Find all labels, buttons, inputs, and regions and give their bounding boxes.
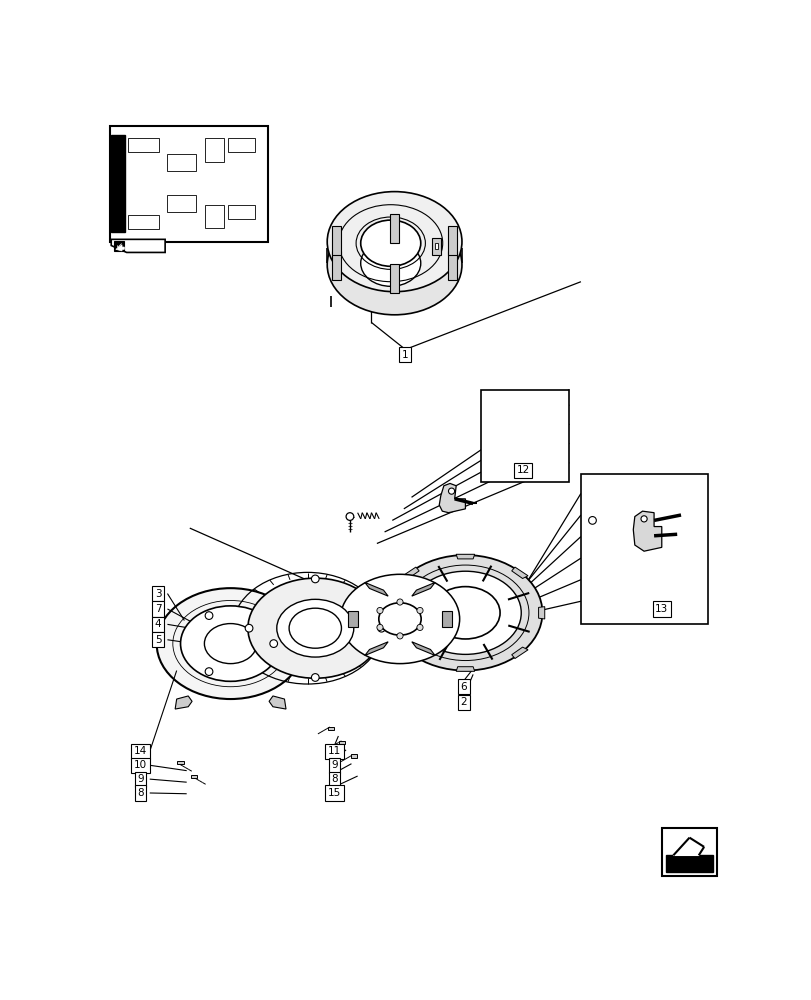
Polygon shape	[111, 135, 125, 232]
Circle shape	[245, 624, 252, 632]
Polygon shape	[448, 226, 457, 255]
Bar	[109, 126, 267, 242]
Polygon shape	[191, 774, 197, 778]
Text: 11: 11	[328, 746, 341, 756]
Polygon shape	[672, 838, 703, 855]
Bar	[205, 205, 224, 228]
Polygon shape	[339, 741, 345, 744]
Text: 1: 1	[401, 350, 408, 360]
Ellipse shape	[409, 571, 521, 654]
Circle shape	[376, 624, 383, 631]
Ellipse shape	[289, 608, 341, 648]
Ellipse shape	[277, 599, 354, 657]
Text: 3: 3	[155, 589, 161, 599]
Text: 9: 9	[137, 774, 144, 784]
Circle shape	[311, 674, 319, 681]
Bar	[166, 154, 195, 171]
Ellipse shape	[360, 220, 420, 266]
Polygon shape	[389, 264, 399, 293]
Polygon shape	[402, 567, 418, 578]
Circle shape	[397, 599, 402, 605]
Circle shape	[416, 607, 423, 614]
Polygon shape	[116, 245, 124, 251]
Bar	[580, 474, 707, 624]
Bar	[431, 238, 440, 255]
Polygon shape	[332, 251, 341, 280]
Bar	[661, 828, 716, 876]
Polygon shape	[332, 226, 341, 255]
Text: 6: 6	[460, 682, 466, 692]
Text: ↙: ↙	[115, 241, 122, 250]
Text: 2: 2	[460, 697, 466, 707]
Circle shape	[311, 575, 319, 583]
Polygon shape	[111, 239, 165, 252]
Ellipse shape	[431, 587, 500, 639]
Bar	[128, 138, 159, 152]
Polygon shape	[350, 754, 356, 758]
Circle shape	[376, 607, 383, 614]
Polygon shape	[114, 241, 124, 251]
Bar	[128, 215, 159, 229]
Text: 8: 8	[331, 774, 337, 784]
Polygon shape	[511, 567, 527, 578]
Ellipse shape	[247, 578, 382, 678]
Ellipse shape	[204, 624, 256, 664]
Polygon shape	[456, 667, 474, 671]
Circle shape	[397, 633, 402, 639]
Text: 8: 8	[137, 788, 144, 798]
Polygon shape	[411, 642, 435, 655]
Bar	[434, 243, 438, 249]
Polygon shape	[327, 727, 333, 730]
Polygon shape	[268, 696, 285, 709]
Text: 4: 4	[155, 619, 161, 629]
Polygon shape	[633, 511, 661, 551]
Text: 14: 14	[134, 746, 147, 756]
Text: 12: 12	[516, 465, 529, 475]
Ellipse shape	[327, 215, 461, 315]
Bar	[480, 389, 569, 482]
Polygon shape	[178, 761, 183, 764]
Ellipse shape	[327, 192, 461, 292]
Ellipse shape	[388, 555, 542, 671]
Circle shape	[640, 516, 646, 522]
Text: 10: 10	[134, 760, 147, 770]
Circle shape	[377, 624, 385, 632]
Polygon shape	[348, 611, 357, 627]
Ellipse shape	[379, 603, 421, 635]
Text: 9: 9	[331, 760, 337, 770]
Text: 15: 15	[328, 788, 341, 798]
Circle shape	[205, 612, 212, 619]
Bar	[166, 195, 195, 212]
Polygon shape	[364, 582, 388, 596]
Ellipse shape	[180, 606, 281, 681]
Polygon shape	[175, 696, 192, 709]
Polygon shape	[442, 611, 451, 627]
Polygon shape	[448, 251, 457, 280]
Polygon shape	[386, 607, 392, 619]
Polygon shape	[411, 582, 435, 596]
Polygon shape	[364, 642, 388, 655]
Circle shape	[416, 624, 423, 631]
Circle shape	[269, 640, 277, 647]
Text: 13: 13	[654, 604, 667, 614]
Ellipse shape	[340, 574, 459, 664]
Circle shape	[205, 668, 212, 675]
Text: 7: 7	[155, 604, 161, 614]
Circle shape	[588, 517, 595, 524]
Bar	[205, 138, 224, 162]
Ellipse shape	[360, 240, 420, 286]
Polygon shape	[511, 647, 527, 659]
Polygon shape	[538, 607, 544, 619]
Polygon shape	[456, 554, 474, 559]
Polygon shape	[439, 483, 465, 513]
Text: 5: 5	[155, 635, 161, 645]
Polygon shape	[389, 214, 399, 243]
Circle shape	[448, 488, 454, 494]
Circle shape	[345, 513, 354, 520]
Polygon shape	[665, 855, 713, 872]
Polygon shape	[402, 647, 418, 659]
Bar	[228, 138, 255, 152]
Bar	[228, 205, 255, 219]
Ellipse shape	[157, 588, 304, 699]
